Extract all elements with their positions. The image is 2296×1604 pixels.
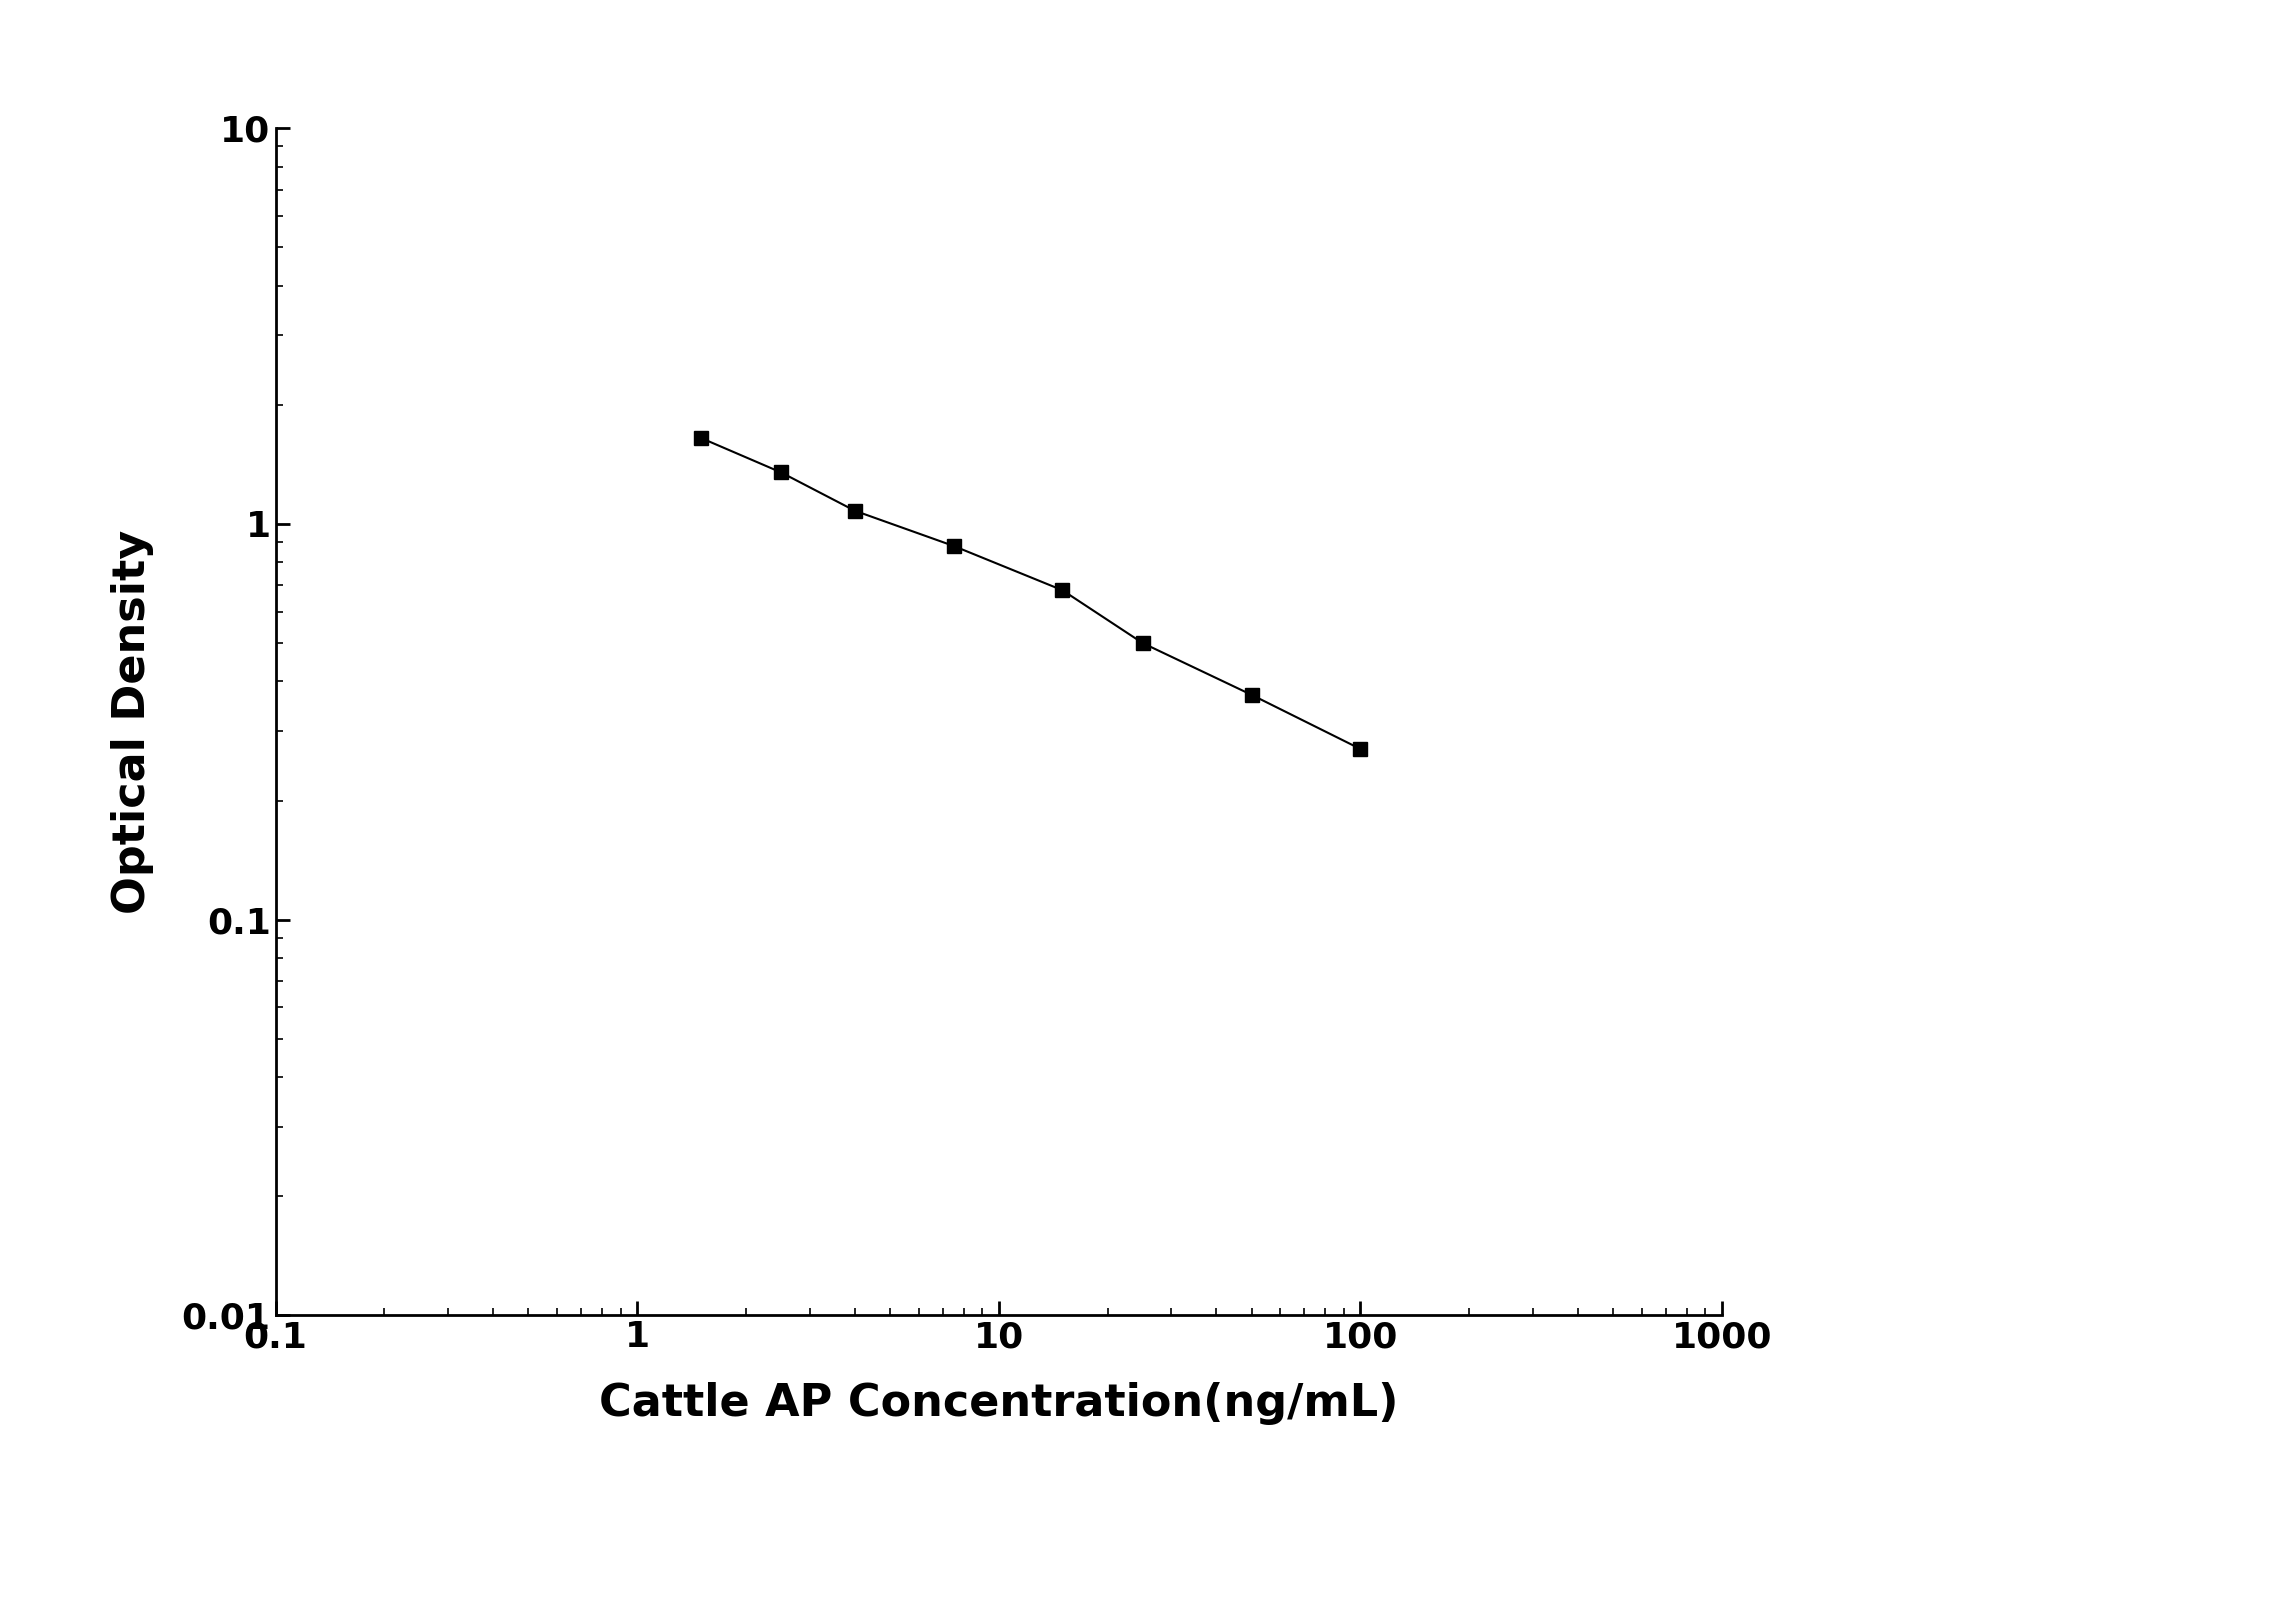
X-axis label: Cattle AP Concentration(ng/mL): Cattle AP Concentration(ng/mL) (599, 1383, 1398, 1424)
Y-axis label: Optical Density: Optical Density (110, 529, 154, 914)
